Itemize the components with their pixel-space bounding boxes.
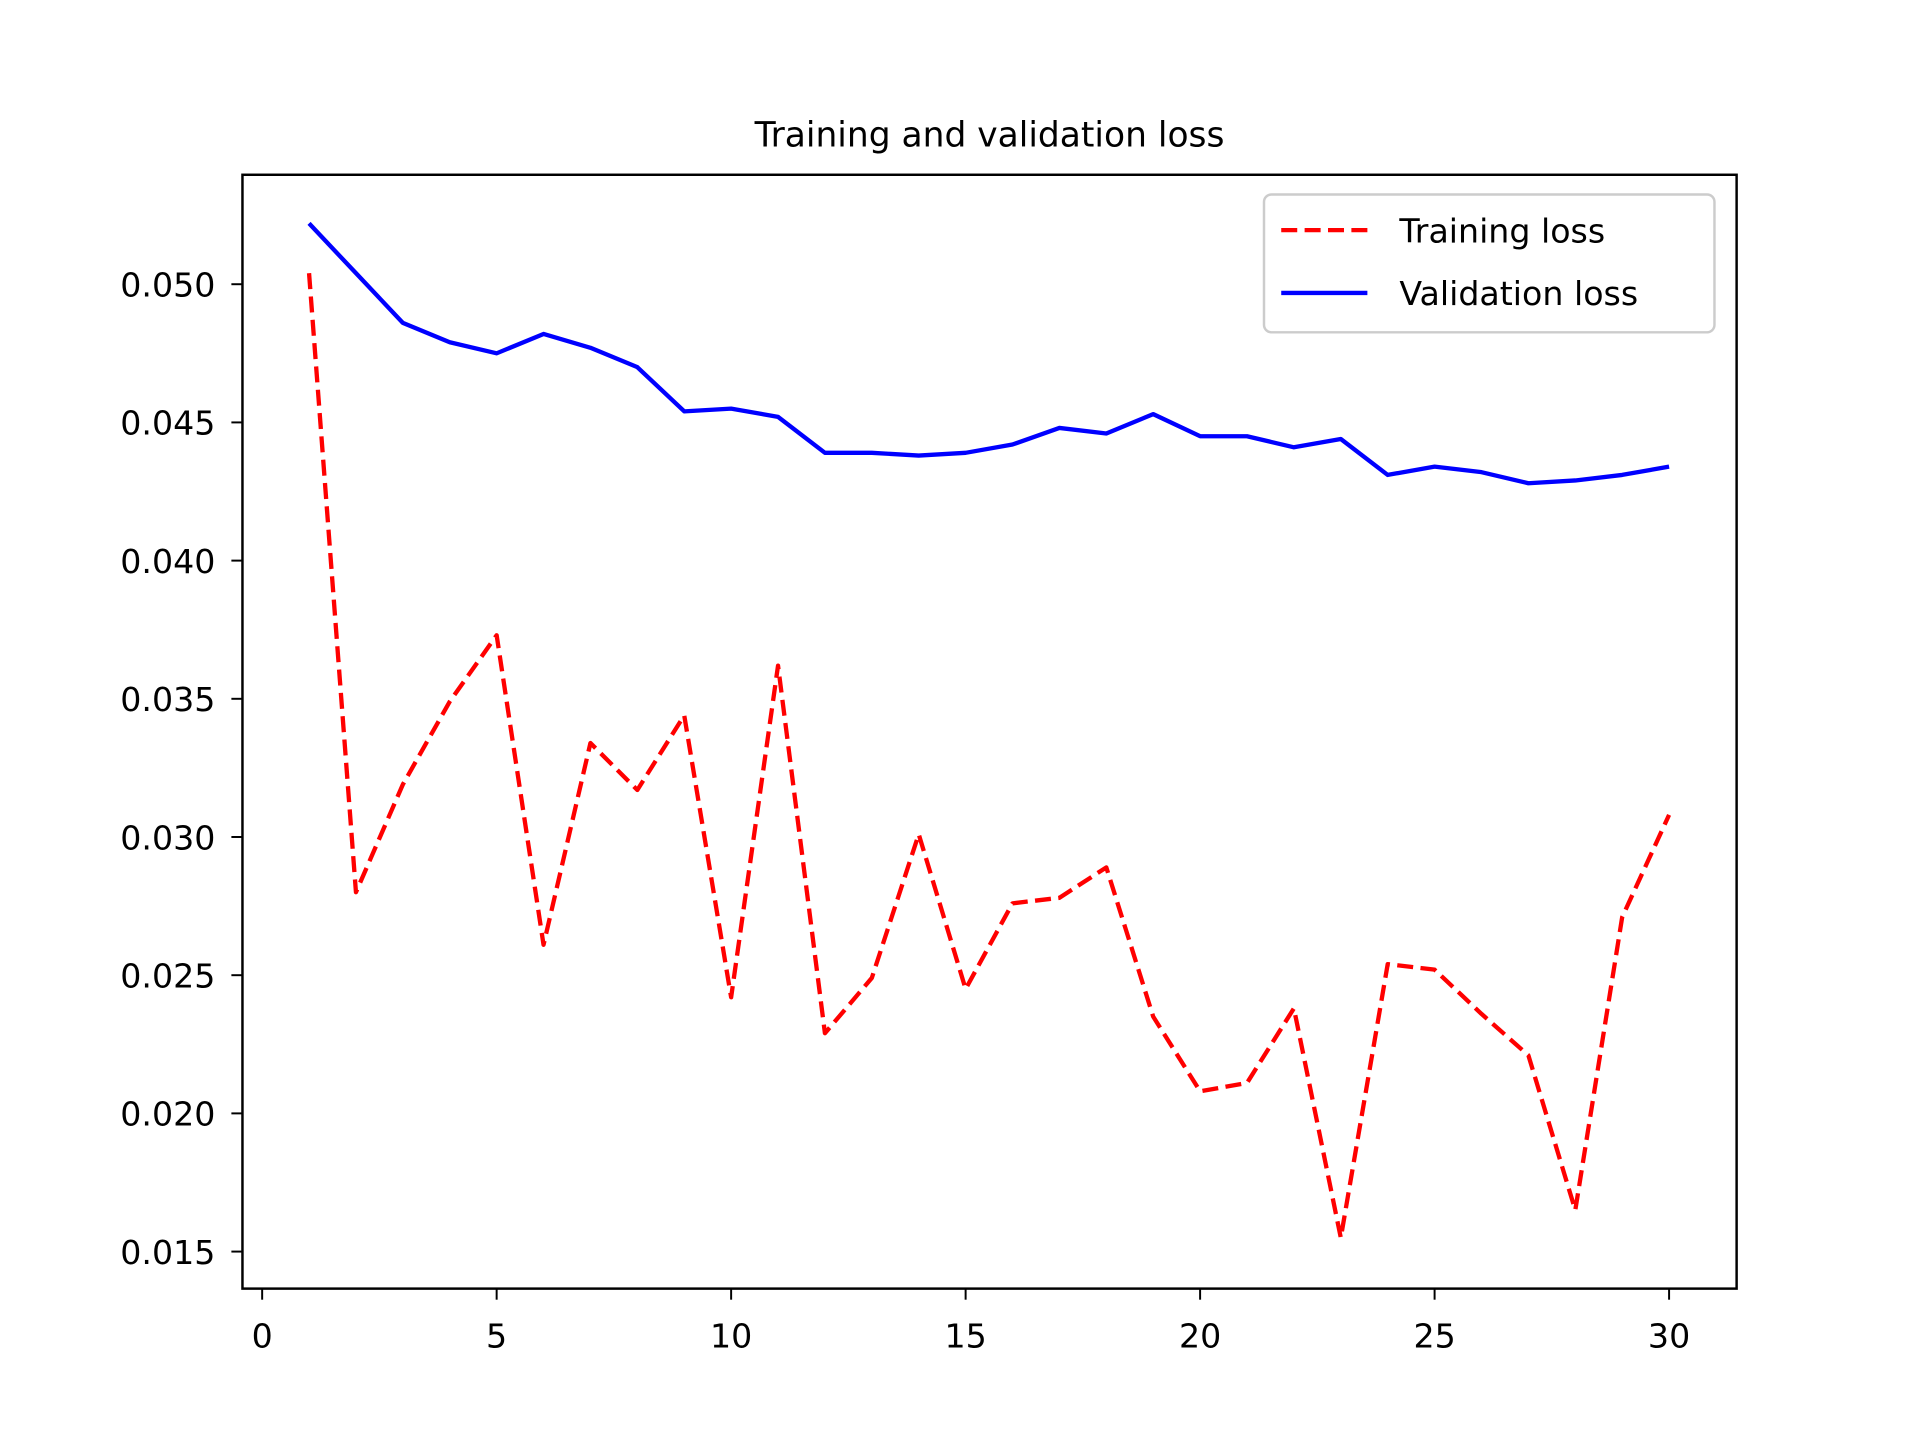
validation-loss-line (307, 221, 1670, 486)
legend-box (1262, 193, 1716, 334)
x-tick-label: 0 (252, 1317, 273, 1356)
x-tick-label: 10 (710, 1317, 752, 1356)
y-tick-label: 0.050 (120, 266, 215, 305)
x-tick-label: 20 (1179, 1317, 1221, 1356)
y-tick-label: 0.020 (120, 1095, 215, 1134)
y-tick-label: 0.030 (120, 818, 215, 857)
chart-title: Training and validation loss (754, 115, 1225, 155)
plot-area-frame (241, 173, 1738, 1290)
x-tick-label: 15 (944, 1317, 986, 1356)
legend: Training loss Validation loss (1262, 193, 1716, 334)
x-tick-label: 25 (1413, 1317, 1455, 1356)
x-tick-label: 30 (1648, 1317, 1690, 1356)
y-tick-label: 0.025 (120, 956, 215, 995)
training-loss-line (306, 273, 1672, 1240)
legend-training-label: Training loss (1398, 211, 1605, 250)
y-tick-label: 0.040 (120, 542, 215, 581)
y-tick-label: 0.045 (120, 404, 215, 443)
legend-validation-label: Validation loss (1399, 274, 1638, 313)
x-tick-label: 5 (486, 1317, 507, 1356)
y-tick-label: 0.035 (120, 680, 215, 719)
y-tick-label: 0.015 (120, 1233, 215, 1272)
